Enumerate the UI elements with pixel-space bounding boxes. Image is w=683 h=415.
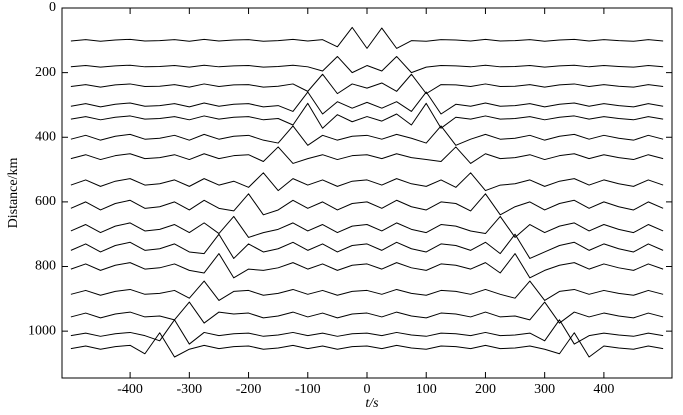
trace — [70, 26, 664, 49]
trace — [70, 172, 664, 192]
x-axis-label: t/s — [365, 396, 379, 411]
trace — [70, 253, 664, 279]
y-tick-label: 200 — [35, 65, 56, 80]
x-tick-label: 400 — [593, 382, 614, 397]
x-tick-label: 200 — [475, 382, 496, 397]
x-tick-label: -400 — [117, 382, 143, 397]
trace — [70, 215, 664, 238]
trace — [70, 91, 664, 115]
x-tick-label: -100 — [295, 382, 321, 397]
x-tick-label: -200 — [236, 382, 262, 397]
plot-frame — [61, 7, 673, 379]
trace — [70, 319, 664, 345]
y-tick-label: 1000 — [28, 323, 56, 338]
trace — [70, 280, 664, 301]
y-tick-label: 0 — [49, 0, 56, 15]
trace — [70, 301, 664, 324]
y-tick-label: 800 — [35, 259, 56, 274]
y-tick-label: 400 — [35, 129, 56, 144]
x-tick-label: -300 — [176, 382, 202, 397]
trace — [70, 146, 664, 164]
x-tick-label: 300 — [534, 382, 555, 397]
trace — [70, 73, 664, 95]
y-axis-label: Distance/km — [6, 158, 21, 229]
trace — [70, 55, 664, 74]
trace — [70, 102, 664, 129]
y-tick-label: 600 — [35, 194, 56, 209]
trace — [70, 332, 664, 358]
x-tick-label: 0 — [364, 382, 371, 397]
x-tick-label: 100 — [416, 382, 437, 397]
trace — [70, 233, 664, 259]
trace — [70, 125, 664, 146]
trace — [70, 193, 664, 216]
